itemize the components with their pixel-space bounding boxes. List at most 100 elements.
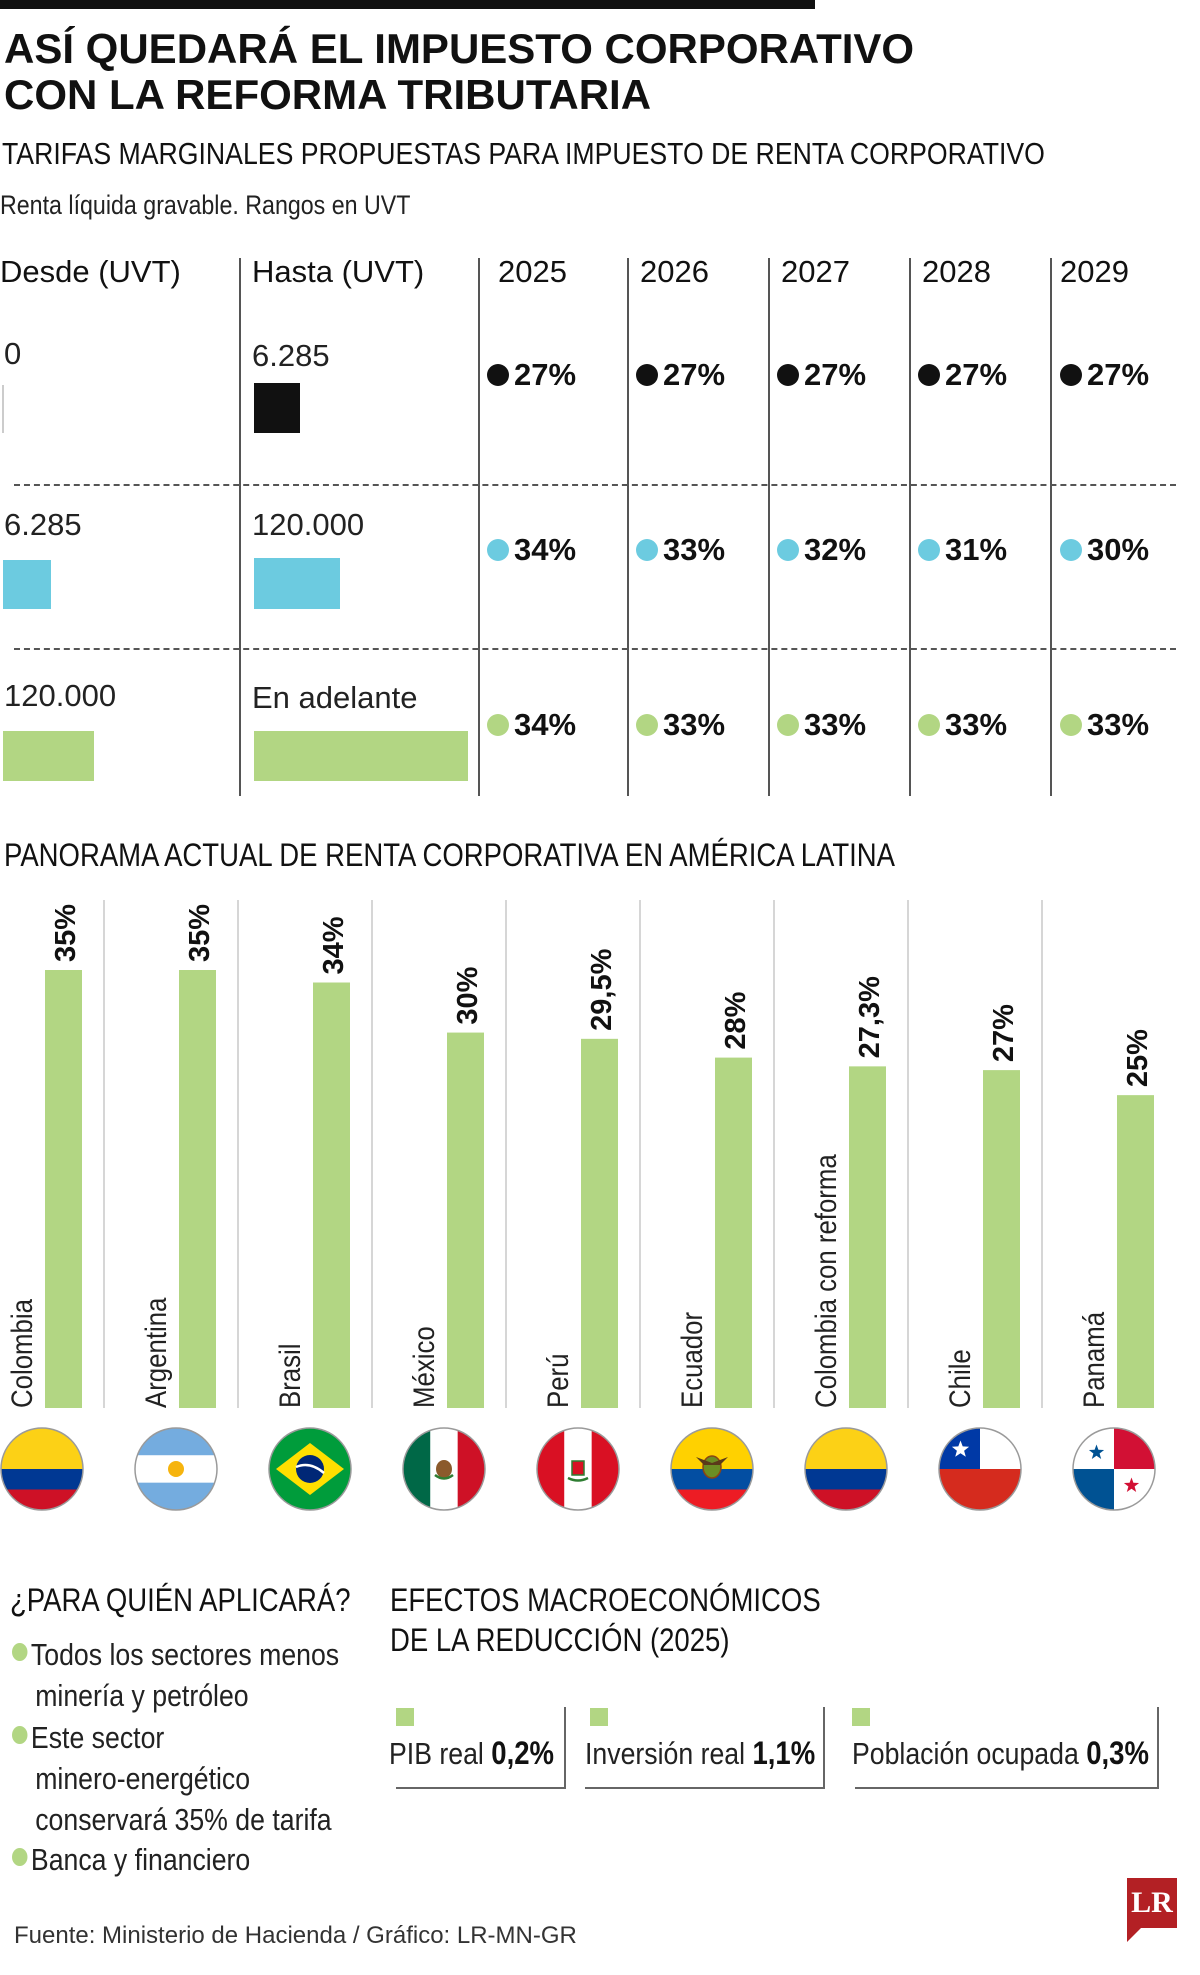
rate-cell: 33% [918,707,1007,743]
row-divider [14,648,1176,650]
argentina-flag [134,1427,218,1511]
range-bar-blue [254,558,340,609]
title-line-2: CON LA REFORMA TRIBUTARIA [4,71,652,118]
value-label: 27,3% [854,976,886,1058]
value-label: 35% [184,904,216,962]
table-note: Renta líquida gravable. Rangos en UVT [0,190,411,220]
col-header-2025: 2025 [498,254,567,289]
row-2-desde: 6.285 [4,507,82,542]
bar-panamá [1117,1095,1154,1408]
range-bar-green [3,731,94,781]
range-bar-green [254,731,468,781]
bar-méxico [447,1032,484,1408]
category-label: Colombia [5,1299,38,1408]
panama-flag [1072,1427,1156,1511]
applies-title: ¿PARA QUIÉN APLICARÁ? [10,1582,351,1618]
table-subtitle: TARIFAS MARGINALES PROPUESTAS PARA IMPUE… [2,136,1045,171]
effect-poblacion: Población ocupada 0,3% [852,1735,1149,1771]
bullet-dot [918,714,940,736]
rate-cell: 33% [777,707,866,743]
applies-item: Este sector minero-energético conservará… [12,1717,332,1840]
bullet-dot [12,1848,28,1866]
bar-colombia [45,970,82,1408]
category-label: México [407,1326,440,1408]
rate-cell: 27% [636,357,725,393]
lr-logo: LR [1127,1878,1177,1942]
value-label: 34% [318,916,350,974]
bullet-dot [1060,714,1082,736]
row-1-hasta: 6.285 [252,338,330,373]
row-2-hasta: 120.000 [252,507,365,542]
rate-cell: 33% [1060,707,1149,743]
source-note: Fuente: Ministerio de Hacienda / Gráfico… [14,1922,577,1949]
bullet-dot [918,364,940,386]
ecuador-flag [670,1427,754,1511]
bar-chile [983,1070,1020,1408]
rate-cell: 27% [1060,357,1149,393]
bar-colombia-con-reforma [849,1066,886,1408]
rate-cell: 33% [636,532,725,568]
bullet-dot [1060,364,1082,386]
effect-card [855,1707,1159,1789]
table-divider [768,258,770,796]
table-divider [478,258,480,796]
effect-card [585,1707,825,1789]
col-header-2029: 2029 [1060,254,1129,289]
mexico-flag [402,1427,486,1511]
category-label: Ecuador [675,1312,708,1408]
range-bar-small [2,385,4,433]
page-title: ASÍ QUEDARÁ EL IMPUESTO CORPORATIVO CON … [4,26,1194,118]
table-divider [627,258,629,796]
value-label: 28% [720,991,752,1049]
applies-item: Todos los sectores menos minería y petró… [12,1634,339,1716]
colombia-flag [804,1427,888,1511]
row-3-hasta: En adelante [252,680,418,715]
row-1-desde: 0 [4,336,22,371]
category-label: Panamá [1077,1312,1110,1408]
effect-card [396,1707,566,1789]
green-square [590,1708,608,1726]
rate-cell: 34% [487,707,576,743]
effects-title: EFECTOS MACROECONÓMICOS DE LA REDUCCIÓN … [390,1582,821,1658]
effect-inversion: Inversión real 1,1% [585,1735,816,1771]
row-3-desde: 120.000 [4,678,117,713]
effect-pib: PIB real 0,2% [389,1735,554,1771]
rate-cell: 33% [636,707,725,743]
bullet-dot [1060,539,1082,561]
bullet-dot [487,539,509,561]
col-header-2027: 2027 [781,254,850,289]
bar-perú [581,1038,618,1408]
chart-title: PANORAMA ACTUAL DE RENTA CORPORATIVA EN … [4,837,896,873]
col-header-2026: 2026 [640,254,709,289]
bar-ecuador [715,1057,752,1408]
category-label: Colombia con reforma [809,1154,842,1408]
bullet-dot [636,364,658,386]
value-label: 25% [1122,1029,1154,1087]
bullet-dot [636,539,658,561]
col-header-hasta: Hasta (UVT) [252,254,425,289]
bullet-dot [487,714,509,736]
rate-cell: 27% [487,357,576,393]
bullet-dot [636,714,658,736]
colombia-flag [0,1427,84,1511]
bullet-dot [777,539,799,561]
chile-flag [938,1427,1022,1511]
category-label: Argentina [139,1297,172,1408]
value-label: 35% [50,904,82,962]
table-divider [239,258,241,796]
top-rule [0,0,815,9]
applies-item: Banca y financiero [12,1839,250,1880]
bullet-dot [777,714,799,736]
table-divider [909,258,911,796]
category-label: Chile [943,1349,976,1408]
category-label: Perú [541,1354,574,1408]
bar-brasil [313,982,350,1408]
rate-cell: 27% [918,357,1007,393]
bar-chart: 35% Colombia 35% Argentina 34% Brasil 30% Méxic… [0,900,1156,1511]
col-header-2028: 2028 [922,254,991,289]
range-bar-blue [3,560,51,609]
table-divider [1050,258,1052,796]
rate-cell: 34% [487,532,576,568]
value-label: 29,5% [586,948,618,1030]
title-line-1: ASÍ QUEDARÁ EL IMPUESTO CORPORATIVO [4,25,915,72]
